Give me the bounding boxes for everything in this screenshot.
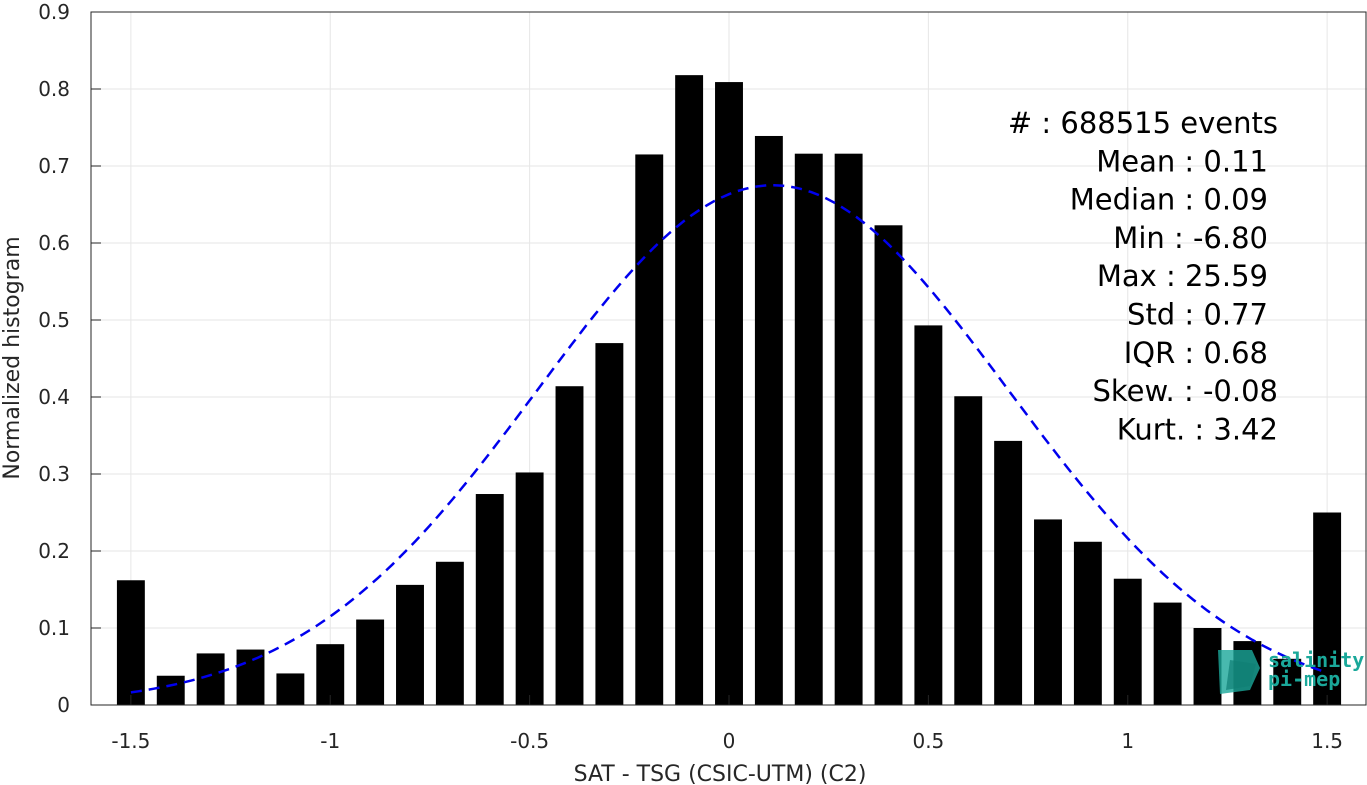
histogram-bar bbox=[356, 619, 385, 705]
stat-line: # : 688515 events bbox=[1008, 106, 1278, 140]
histogram-bar bbox=[1073, 541, 1102, 705]
stat-line: Median : 0.09 bbox=[1070, 183, 1268, 217]
histogram-bar bbox=[794, 153, 823, 705]
stat-line: Mean : 0.11 bbox=[1096, 144, 1268, 178]
histogram-bars bbox=[116, 75, 1342, 706]
statistics-box: # : 688515 events Mean : 0.11 Median : 0.0… bbox=[1008, 106, 1278, 446]
histogram-bar bbox=[914, 325, 943, 705]
histogram-bar bbox=[1273, 658, 1302, 705]
histogram-bar bbox=[116, 580, 145, 705]
histogram-bar bbox=[515, 472, 544, 705]
x-tick-label: 0.5 bbox=[912, 729, 944, 753]
histogram-bar bbox=[954, 396, 983, 705]
histogram-bar bbox=[874, 225, 903, 706]
y-tick-label: 0.7 bbox=[38, 154, 70, 178]
x-tick-label: -0.5 bbox=[510, 729, 549, 753]
histogram-bar bbox=[555, 386, 584, 705]
axes bbox=[90, 11, 1367, 706]
histogram-bar bbox=[1034, 519, 1062, 705]
y-tick-label: 0.6 bbox=[38, 231, 70, 255]
y-tick-label: 0.9 bbox=[38, 0, 70, 24]
histogram-bar bbox=[276, 673, 305, 705]
stat-line: Min : -6.80 bbox=[1113, 221, 1268, 255]
x-tick-label: 1.5 bbox=[1311, 729, 1343, 753]
gaussian-fit-curve bbox=[130, 184, 1328, 694]
histogram-bar bbox=[635, 154, 664, 705]
x-axis-tick-labels: -1.5 -1 -0.5 0 0.5 1 1.5 bbox=[111, 729, 1343, 753]
histogram-bar bbox=[475, 494, 504, 705]
x-tick-label: 0 bbox=[723, 729, 736, 753]
histogram-bar bbox=[834, 153, 863, 705]
y-tick-label: 0.5 bbox=[38, 308, 70, 332]
histogram-bar bbox=[316, 644, 345, 705]
histogram-bar bbox=[196, 653, 225, 705]
histogram-bar bbox=[1153, 602, 1182, 705]
logo-text-line2: pi-mep bbox=[1268, 667, 1340, 691]
logo-mark-shade bbox=[1226, 660, 1256, 690]
histogram-bar bbox=[994, 440, 1023, 705]
y-tick-label: 0.1 bbox=[38, 616, 70, 640]
x-tick-label: -1.5 bbox=[111, 729, 150, 753]
x-axis-title: SAT - TSG (CSIC-UTM) (C2) bbox=[574, 762, 867, 785]
histogram-bar bbox=[156, 675, 185, 705]
x-tick-label: 1 bbox=[1121, 729, 1134, 753]
stat-line: Std : 0.77 bbox=[1127, 298, 1268, 332]
y-tick-label: 0.4 bbox=[38, 385, 70, 409]
histogram-bar bbox=[1193, 628, 1222, 705]
y-axis-title: Normalized histogram bbox=[0, 236, 25, 479]
stat-line: Kurt. : 3.42 bbox=[1117, 412, 1278, 446]
histogram-bar bbox=[1113, 578, 1142, 705]
y-axis-tick-labels: 0 0.1 0.2 0.3 0.4 0.5 0.6 0.7 0.8 0.9 bbox=[38, 0, 70, 717]
histogram-bar bbox=[396, 584, 424, 705]
histogram-bar bbox=[715, 82, 743, 705]
stat-line: Skew. : -0.08 bbox=[1092, 374, 1278, 408]
histogram-bar bbox=[675, 75, 704, 705]
y-tick-label: 0 bbox=[57, 693, 70, 717]
histogram-bar bbox=[1313, 512, 1342, 705]
histogram-bar bbox=[595, 343, 624, 705]
histogram-bar bbox=[435, 561, 464, 705]
logo-text-line1: salinity bbox=[1268, 648, 1364, 672]
stat-line: IQR : 0.68 bbox=[1124, 336, 1268, 370]
y-tick-label: 0.2 bbox=[38, 539, 70, 563]
x-tick-label: -1 bbox=[320, 729, 340, 753]
y-tick-label: 0.3 bbox=[38, 462, 70, 486]
salinity-pimep-logo: salinity pi-mep bbox=[1218, 648, 1364, 694]
stat-line: Max : 25.59 bbox=[1097, 259, 1268, 293]
y-tick-label: 0.8 bbox=[38, 77, 70, 101]
histogram-bar bbox=[754, 135, 783, 706]
histogram-bar bbox=[236, 649, 265, 705]
